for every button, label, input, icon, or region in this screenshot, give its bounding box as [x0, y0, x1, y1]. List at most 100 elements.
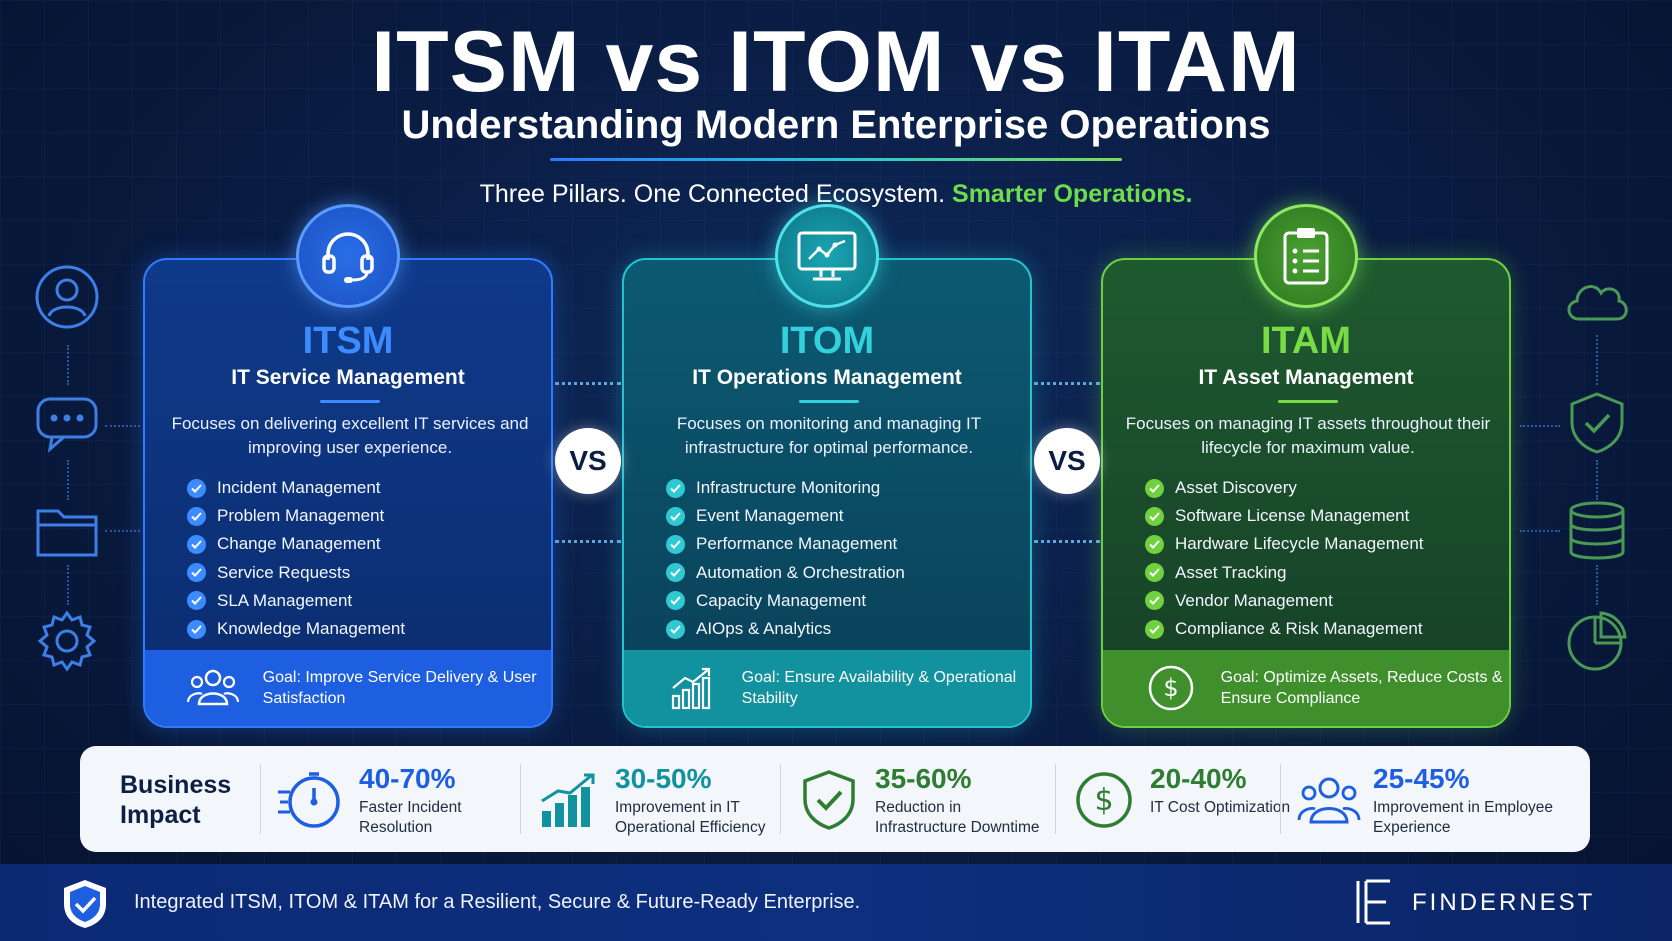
list-item: Capacity Management: [666, 587, 1016, 615]
right-connector: [1520, 530, 1560, 532]
check-icon: [666, 534, 685, 554]
list-item: Service Requests: [187, 559, 537, 587]
svg-text:$: $: [1163, 674, 1178, 702]
list-item: Problem Management: [187, 502, 537, 530]
impact-item: 35-60% Reduction in Infrastructure Downt…: [795, 746, 1045, 852]
list-item-label: Change Management: [217, 534, 381, 554]
left-connector: [67, 565, 69, 605]
list-item-label: Performance Management: [696, 534, 898, 554]
list-item: Change Management: [187, 530, 537, 558]
goal-banner: $ Goal: Optimize Assets, Reduce Costs & …: [1103, 650, 1509, 726]
list-item: Infrastructure Monitoring: [666, 474, 1016, 502]
card-divider: [799, 400, 859, 403]
card-subtitle: IT Service Management: [231, 366, 465, 389]
right-connector: [1520, 425, 1560, 427]
list-item: Asset Discovery: [1145, 474, 1495, 502]
card-title: ITSM: [302, 320, 394, 362]
check-icon: [1145, 478, 1164, 498]
list-item-label: Knowledge Management: [217, 619, 406, 639]
goal-text: Goal: Ensure Availability & Operational …: [741, 669, 1017, 707]
check-icon: [666, 563, 685, 583]
card-connector: [555, 382, 621, 385]
check-icon: [187, 563, 206, 583]
card-subtitle: IT Asset Management: [1198, 366, 1414, 389]
left-connector: [105, 425, 140, 427]
right-connector: [1596, 460, 1598, 500]
footer-bar: Integrated ITSM, ITOM & ITAM for a Resil…: [0, 864, 1672, 941]
impact-value: 35-60%: [875, 763, 972, 794]
card-connector: [1034, 540, 1100, 543]
check-icon: [1145, 563, 1164, 583]
card-divider: [320, 400, 380, 403]
card-description: Focuses on managing IT assets throughout…: [1125, 414, 1491, 457]
impact-item: 40-70% Faster Incident Resolution: [275, 746, 515, 852]
itam-card: ITAM IT Asset Management Focuses on mana…: [1101, 258, 1511, 728]
stopwatch-icon: [275, 768, 343, 832]
users-icon: [185, 663, 241, 713]
cloud-icon: [1562, 264, 1632, 334]
check-icon: [666, 478, 685, 498]
card-subtitle: IT Operations Management: [692, 366, 962, 389]
chat-bubble-icon: [32, 388, 102, 458]
clipboard-icon: [1254, 204, 1358, 308]
list-item-label: SLA Management: [217, 590, 353, 610]
list-item-label: Incident Management: [217, 478, 381, 498]
growth-chart-icon: [664, 663, 720, 713]
check-icon: [1145, 534, 1164, 554]
right-connector: [1596, 565, 1598, 605]
impact-label: Improvement in Employee Experience: [1373, 799, 1554, 836]
impact-divider: [780, 764, 781, 834]
bar-growth-icon: [535, 768, 603, 832]
impact-item: 25-45% Improvement in Employee Experienc…: [1295, 746, 1585, 852]
list-item-label: Service Requests: [217, 562, 351, 582]
dollar-circle-icon: $: [1143, 663, 1199, 713]
list-item: Compliance & Risk Management: [1145, 615, 1495, 643]
card-description: Focuses on delivering excellent IT servi…: [171, 414, 529, 457]
list-item: Hardware Lifecycle Management: [1145, 530, 1495, 558]
list-item-label: Automation & Orchestration: [696, 562, 905, 582]
list-item: Software License Management: [1145, 502, 1495, 530]
impact-value: 30-50%: [615, 763, 712, 794]
tagline: Three Pillars. One Connected Ecosystem. …: [0, 176, 1672, 212]
tagline-accent: Smarter Operations.: [952, 180, 1193, 208]
check-icon: [666, 591, 685, 611]
right-connector: [1596, 335, 1598, 385]
title-divider: [550, 158, 1122, 161]
list-item-label: Asset Tracking: [1175, 562, 1287, 582]
list-item-label: Compliance & Risk Management: [1175, 619, 1423, 639]
goal-banner: Goal: Improve Service Delivery & User Sa…: [145, 650, 551, 726]
left-connector: [67, 460, 69, 500]
vs-badge: VS: [555, 428, 621, 494]
impact-label: Reduction in Infrastructure Downtime: [875, 799, 1040, 836]
check-icon: [1145, 619, 1164, 639]
list-item: AIOps & Analytics: [666, 615, 1016, 643]
database-icon: [1562, 496, 1632, 566]
shield-check-icon: [60, 878, 110, 930]
check-icon: [187, 591, 206, 611]
folder-icon: [32, 496, 102, 566]
list-item-label: Hardware Lifecycle Management: [1175, 534, 1424, 554]
check-icon: [187, 619, 206, 639]
left-connector: [105, 530, 140, 532]
impact-title: Business Impact: [120, 771, 232, 829]
list-item: Performance Management: [666, 530, 1016, 558]
list-item-label: Infrastructure Monitoring: [696, 478, 881, 498]
list-item-label: Software License Management: [1175, 506, 1410, 526]
list-item-label: Capacity Management: [696, 590, 867, 610]
card-divider: [1278, 400, 1338, 403]
list-item-label: Problem Management: [217, 506, 385, 526]
gear-icon: [32, 606, 102, 676]
check-icon: [187, 534, 206, 554]
list-item: Asset Tracking: [1145, 559, 1495, 587]
card-title: ITAM: [1260, 320, 1352, 362]
goal-banner: Goal: Ensure Availability & Operational …: [624, 650, 1030, 726]
impact-item: $ 20-40% IT Cost Optimization: [1070, 746, 1290, 852]
vs-badge: VS: [1034, 428, 1100, 494]
brand-name: FINDERNEST: [1412, 889, 1596, 916]
list-item-label: Vendor Management: [1175, 590, 1333, 610]
list-item-label: AIOps & Analytics: [696, 619, 832, 639]
card-connector: [555, 540, 621, 543]
check-icon: [187, 478, 206, 498]
impact-divider: [1280, 764, 1281, 834]
